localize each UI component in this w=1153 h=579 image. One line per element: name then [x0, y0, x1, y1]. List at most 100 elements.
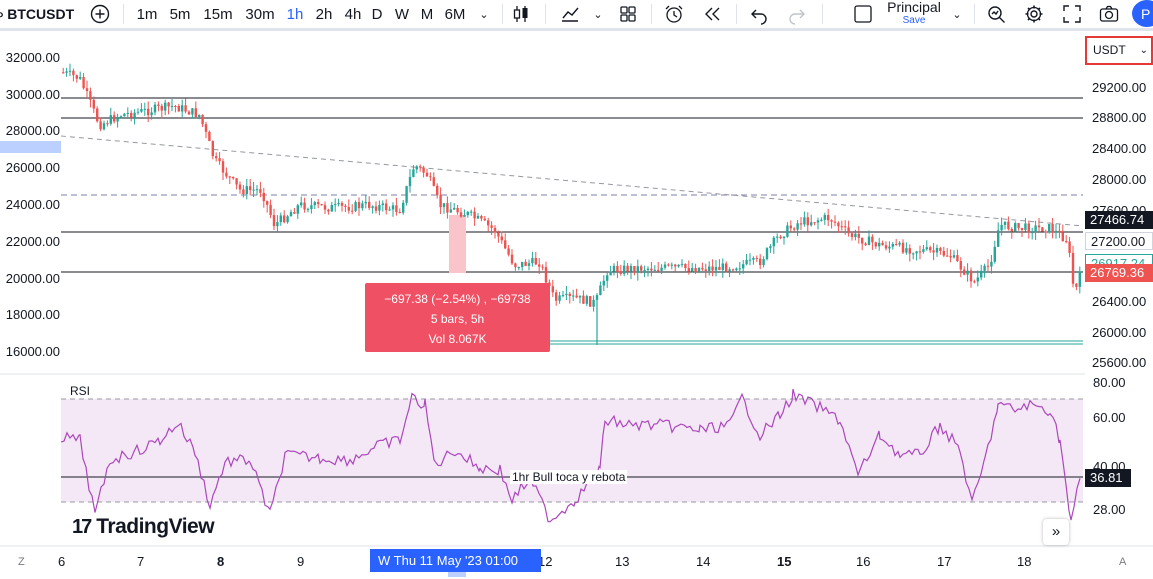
candle-body	[714, 266, 718, 271]
candle-body	[538, 264, 541, 267]
candle-body	[96, 108, 99, 122]
candle-body	[109, 115, 112, 124]
candle-body	[408, 176, 412, 187]
candle-body	[181, 105, 184, 112]
settings-button[interactable]	[1021, 0, 1047, 28]
candle-body	[602, 280, 605, 286]
measure-tooltip: −697.38 (−2.54%) , −69738 5 bars, 5h Vol…	[365, 283, 550, 352]
layout-name-button[interactable]: Principal Save	[878, 0, 950, 26]
redo-icon	[789, 9, 805, 25]
left-axis-label: 24000.00	[5, 197, 60, 212]
candle-body	[660, 267, 663, 271]
layouts-button[interactable]	[615, 0, 641, 28]
rsi-annotation[interactable]: 1hr Bull toca y rebota	[510, 470, 628, 484]
candle-body	[381, 203, 384, 206]
layout-chevron-down-icon[interactable]: ⌄	[952, 8, 962, 21]
timeframe-5m[interactable]: 5m	[169, 5, 191, 23]
timeframe-15m[interactable]: 15m	[203, 5, 233, 23]
candle-body	[745, 259, 748, 265]
chart-canvas[interactable]	[0, 34, 1153, 579]
candle-body	[201, 114, 204, 125]
fullscreen-button[interactable]	[1059, 0, 1085, 28]
candle-body	[827, 215, 830, 221]
alert-button[interactable]	[661, 0, 687, 28]
candle-body	[793, 228, 796, 230]
rsi-title[interactable]: RSI	[70, 384, 91, 398]
candle-body	[113, 115, 116, 122]
candle-body	[759, 258, 762, 266]
left-axis-label: 16000.00	[5, 344, 60, 359]
candle-body	[582, 295, 585, 304]
indicators-chevron-down-icon[interactable]: ⌄	[593, 8, 603, 21]
candle-body	[993, 246, 996, 262]
auto-scale-button[interactable]: A	[1119, 556, 1127, 568]
candle-body	[905, 248, 908, 253]
time-axis-label: 13	[615, 554, 630, 569]
tradingview-wordmark: TradingView	[96, 515, 215, 538]
candle-body	[1048, 224, 1051, 233]
candle-body	[799, 223, 803, 225]
candle-body	[337, 202, 340, 205]
tradingview-logo[interactable]: 17 TradingView	[72, 515, 215, 539]
candle-body	[470, 211, 473, 213]
candle-body	[711, 266, 714, 271]
candle-body	[354, 202, 357, 211]
quick-search-button[interactable]	[983, 0, 1009, 28]
symbol-search-button[interactable]: ⌕ BTCUSDT	[0, 0, 74, 28]
timeframe-m[interactable]: M	[420, 5, 434, 23]
camera-icon	[1099, 5, 1119, 22]
candle-body	[878, 242, 881, 247]
candle-body	[432, 177, 435, 186]
compare-symbol-button[interactable]	[87, 0, 113, 28]
candle-body	[551, 286, 554, 293]
scroll-to-realtime-button[interactable]: »	[1043, 519, 1069, 545]
timeframe-6m[interactable]: 6M	[444, 5, 466, 23]
timeframe-4h[interactable]: 4h	[344, 5, 362, 23]
fullscreen-icon	[1063, 5, 1081, 23]
indicators-button[interactable]	[557, 0, 583, 28]
undo-button[interactable]	[746, 0, 772, 28]
timeframe-d[interactable]: D	[371, 5, 383, 23]
left-axis-label: 22000.00	[5, 234, 60, 249]
candle-body	[456, 207, 459, 213]
timeframe-w[interactable]: W	[394, 5, 410, 23]
candle-body	[283, 215, 286, 223]
candle-style-button[interactable]	[508, 0, 534, 28]
candle-body	[578, 295, 582, 298]
price-axis-label: 28400.00	[1092, 141, 1147, 156]
candle-body	[956, 255, 959, 262]
timeframe-2h[interactable]: 2h	[315, 5, 333, 23]
left-axis-label: 26000.00	[5, 160, 60, 175]
zoom-button[interactable]: Z	[18, 556, 25, 568]
avatar[interactable]: P	[1132, 0, 1153, 27]
candle-body	[225, 172, 228, 177]
candle-body	[833, 221, 837, 223]
candle-body	[891, 244, 894, 247]
candle-body	[378, 205, 381, 211]
candle-body	[976, 277, 979, 282]
candle-body	[1027, 223, 1030, 233]
layout-toggle-button[interactable]	[850, 0, 876, 28]
candle-body	[555, 292, 558, 301]
candle-body	[327, 209, 330, 212]
layout-save-link[interactable]: Save	[902, 15, 926, 26]
timeframe-1h[interactable]: 1h	[286, 5, 304, 23]
candle-body	[973, 281, 976, 283]
left-axis-label: 28000.00	[5, 123, 60, 138]
level-price-tag: 27200.00	[1085, 232, 1153, 250]
redo-button[interactable]	[784, 0, 810, 28]
timeframe-1m[interactable]: 1m	[136, 5, 158, 23]
candle-body	[490, 225, 493, 228]
timeframe-30m[interactable]: 30m	[245, 5, 275, 23]
candle-body	[752, 257, 755, 260]
candle-body	[208, 131, 211, 142]
trend-line	[60, 135, 1084, 227]
timeframe-dropdown-chevron-down-icon[interactable]: ⌄	[479, 8, 489, 21]
currency-select[interactable]: USDT ⌄	[1085, 36, 1153, 65]
snapshot-button[interactable]	[1096, 0, 1122, 28]
candle-body	[1010, 229, 1013, 232]
replay-button[interactable]	[699, 0, 725, 28]
candle-body	[612, 265, 616, 272]
candle-body	[748, 259, 752, 261]
candle-body	[966, 270, 969, 275]
